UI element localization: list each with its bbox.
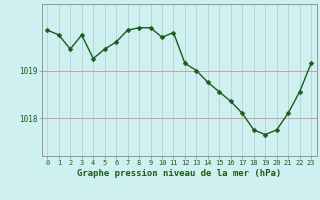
X-axis label: Graphe pression niveau de la mer (hPa): Graphe pression niveau de la mer (hPa): [77, 169, 281, 178]
